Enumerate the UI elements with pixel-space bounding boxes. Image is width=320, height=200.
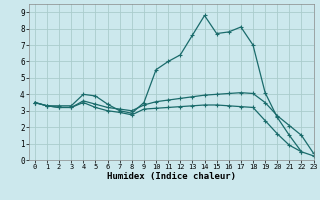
- X-axis label: Humidex (Indice chaleur): Humidex (Indice chaleur): [107, 172, 236, 181]
